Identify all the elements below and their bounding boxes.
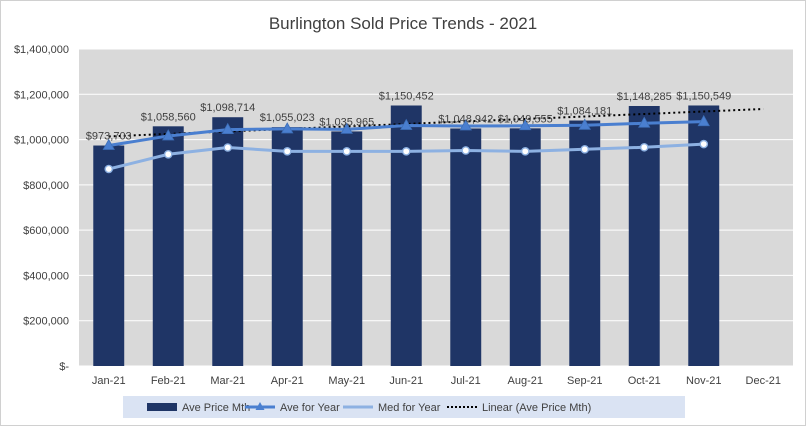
data-label: $1,035,965 xyxy=(319,116,374,128)
y-tick-label: $600,000 xyxy=(23,225,69,237)
data-label: $1,049,555 xyxy=(498,113,553,125)
legend-label: Med for Year xyxy=(378,402,441,414)
legend-label: Ave for Year xyxy=(280,402,340,414)
y-tick-label: $400,000 xyxy=(23,270,69,282)
chart-title: Burlington Sold Price Trends - 2021 xyxy=(269,14,537,33)
y-tick-label: $1,400,000 xyxy=(14,44,69,56)
data-label: $973,703 xyxy=(86,131,132,143)
triangle-marker xyxy=(400,118,413,130)
circle-marker xyxy=(699,139,709,149)
legend: Ave Price Mth Ave for Year Med for Year Lin… xyxy=(123,396,685,418)
circle-marker xyxy=(163,149,173,159)
data-label: $1,150,549 xyxy=(676,90,731,102)
y-tick-label: $200,000 xyxy=(23,316,69,328)
circle-marker xyxy=(461,146,471,155)
triangle-marker xyxy=(519,118,532,131)
data-label: $1,148,285 xyxy=(617,91,672,103)
legend-item: Ave Price Mth xyxy=(147,402,250,414)
y-tick-label: $1,000,000 xyxy=(14,135,69,147)
legend-item: Linear (Ave Price Mth) xyxy=(447,402,591,414)
circle-marker xyxy=(401,147,411,156)
bar-Nov-21 xyxy=(688,105,720,366)
bar-Jul-21 xyxy=(450,128,482,366)
triangle-marker xyxy=(162,129,175,141)
x-tick-label: Apr-21 xyxy=(271,375,304,387)
legend-item: Ave for Year xyxy=(245,402,340,414)
x-tick-label: Jun-21 xyxy=(389,375,423,387)
bar-Feb-21 xyxy=(152,126,184,367)
data-label: $1,055,023 xyxy=(260,112,315,124)
circle-marker xyxy=(282,147,292,156)
triangle-marker xyxy=(697,114,710,127)
bar-Sep-21 xyxy=(569,120,601,367)
circle-marker xyxy=(520,147,530,156)
plot-area xyxy=(79,49,793,366)
triangle-marker xyxy=(459,119,472,131)
y-tick-label: $- xyxy=(59,361,69,373)
x-tick-label: Nov-21 xyxy=(686,375,721,387)
trendline xyxy=(108,108,764,138)
trendline-path xyxy=(108,108,764,138)
x-tick-label: Sep-21 xyxy=(567,375,602,387)
x-tick-label: Mar-21 xyxy=(210,375,245,387)
x-tick-label: May-21 xyxy=(328,375,365,387)
triangle-marker xyxy=(340,122,353,134)
bar-Apr-21 xyxy=(271,127,303,367)
triangle-marker xyxy=(281,122,294,134)
gridlines xyxy=(79,48,793,367)
data-label: $1,048,942 xyxy=(438,113,493,125)
data-labels: $973,703 $1,058,560 $1,098,714 $1,055,023 $1… xyxy=(86,90,731,142)
x-axis-ticks: Jan-21 Feb-21 Mar-21 Apr-21 May-21 Jun-21 Jul-… xyxy=(92,375,781,387)
data-label: $1,084,181 xyxy=(557,106,612,118)
x-tick-label: Oct-21 xyxy=(628,375,661,387)
x-tick-label: Aug-21 xyxy=(508,375,543,387)
bar-Jun-21 xyxy=(390,105,422,367)
y-tick-label: $1,200,000 xyxy=(14,89,69,101)
data-label: $1,098,714 xyxy=(200,102,255,114)
triangle-marker xyxy=(638,116,651,128)
bar-May-21 xyxy=(331,131,363,366)
y-axis-ticks: $- $200,000 $400,000 $600,000 $800,000 $1,000… xyxy=(14,44,69,373)
legend-marker xyxy=(255,402,265,410)
triangle-marker xyxy=(221,122,234,135)
lines xyxy=(102,114,710,174)
triangle-marker xyxy=(102,138,115,150)
bars xyxy=(93,105,720,367)
legend-label: Ave Price Mth xyxy=(182,402,250,414)
x-tick-label: Jan-21 xyxy=(92,375,126,387)
bar-Mar-21 xyxy=(212,117,244,366)
legend-box xyxy=(123,396,685,418)
x-tick-label: Feb-21 xyxy=(151,375,186,387)
legend-swatch xyxy=(147,403,177,411)
circle-marker xyxy=(223,143,233,152)
bar-Aug-21 xyxy=(509,128,541,366)
bar-Jan-21 xyxy=(93,145,125,366)
legend-item: Med for Year xyxy=(343,402,441,414)
x-tick-label: Dec-21 xyxy=(746,375,781,387)
data-label: $1,058,560 xyxy=(141,111,196,123)
y-tick-label: $800,000 xyxy=(23,180,69,192)
circle-marker xyxy=(104,164,114,174)
circle-marker xyxy=(342,147,352,156)
circle-marker xyxy=(639,142,649,152)
legend-label: Linear (Ave Price Mth) xyxy=(482,402,591,414)
x-tick-label: Jul-21 xyxy=(451,375,481,387)
triangle-marker xyxy=(578,118,591,130)
data-label: $1,150,452 xyxy=(379,91,434,103)
circle-marker xyxy=(580,145,590,154)
